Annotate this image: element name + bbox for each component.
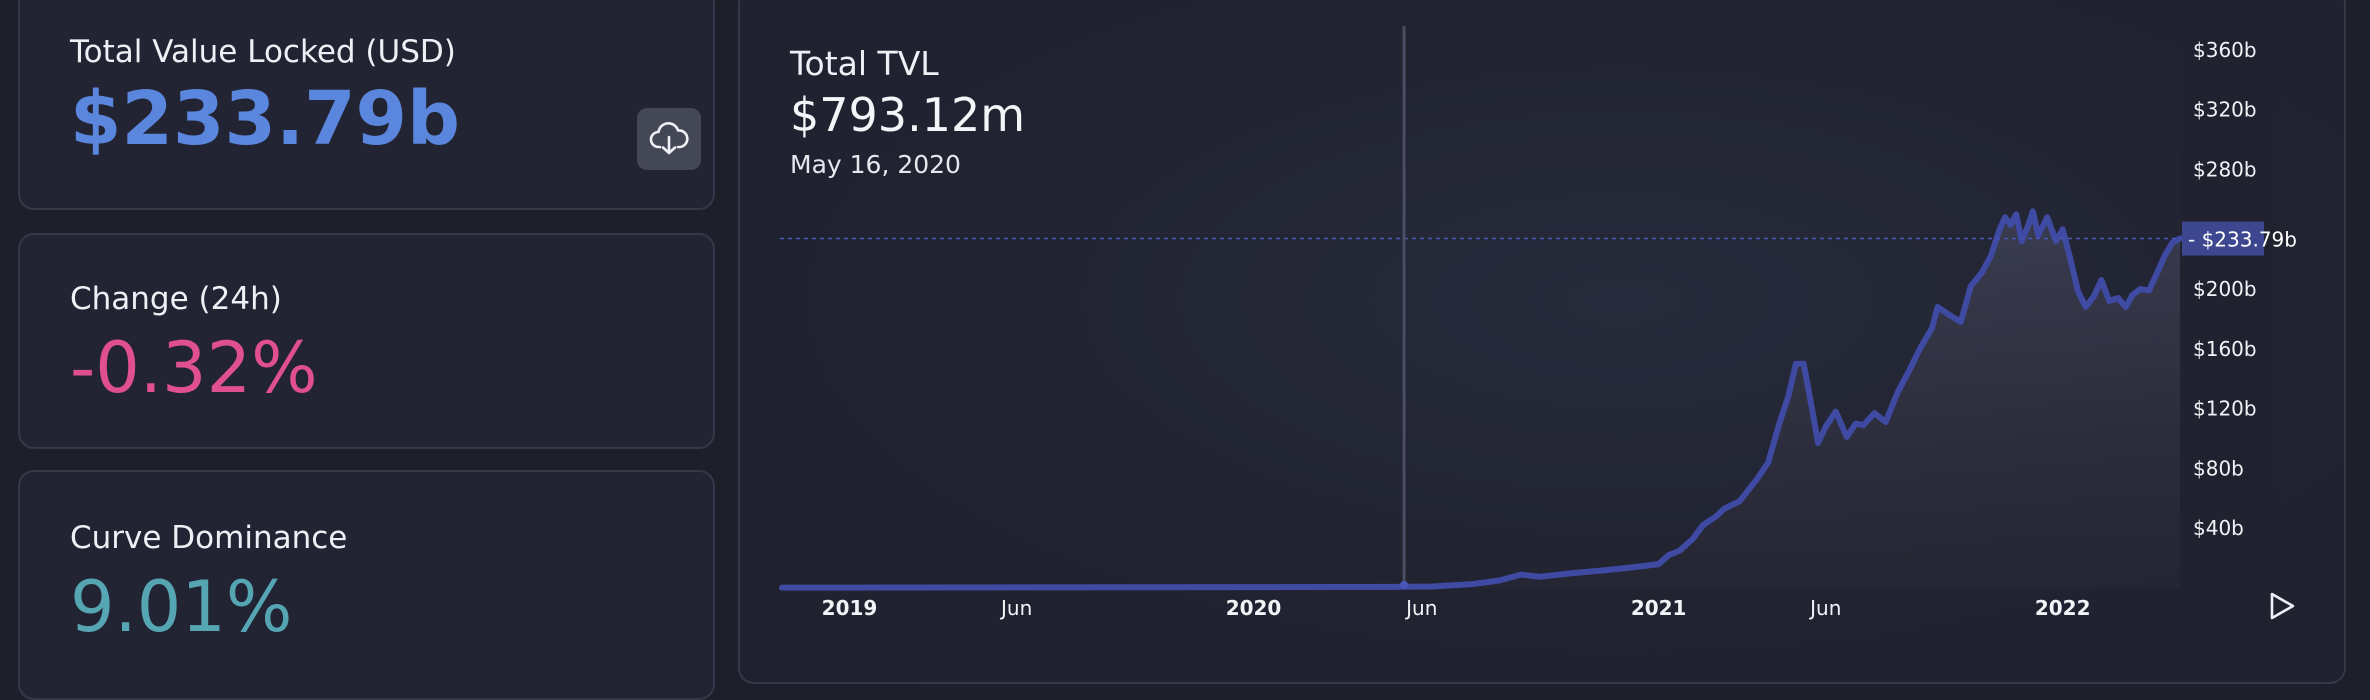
x-tick-label: 2019 — [822, 596, 878, 620]
current-value-label: - $233.79b — [2188, 228, 2297, 252]
x-tick-label: 2022 — [2035, 596, 2091, 620]
y-tick-label: $160b — [2193, 337, 2257, 361]
y-tick-label: $280b — [2193, 157, 2257, 181]
x-tick-label: Jun — [1404, 596, 1437, 620]
change-label: Change (24h) — [70, 281, 282, 317]
y-tick-label: $320b — [2193, 98, 2257, 122]
tvl-label: Total Value Locked (USD) — [70, 34, 456, 70]
x-tick-label: Jun — [1808, 596, 1841, 620]
chart-title: Total TVL — [790, 44, 939, 83]
x-tick-label: 2020 — [1226, 596, 1282, 620]
current-value-badge — [2182, 221, 2264, 256]
x-tick-label: Jun — [999, 596, 1032, 620]
tvl-area — [782, 211, 2180, 589]
tvl-card: Total Value Locked (USD) $233.79b — [18, 0, 715, 210]
dominance-value: 9.01% — [70, 566, 293, 648]
x-tick-label: 2021 — [1631, 596, 1687, 620]
y-tick-label: $120b — [2193, 397, 2257, 421]
chart-hover-value: $793.12m — [790, 88, 1026, 142]
cloud-download-icon — [649, 122, 689, 155]
tvl-series-line — [779, 208, 2183, 591]
tvl-value: $233.79b — [70, 76, 461, 162]
dominance-label: Curve Dominance — [70, 520, 348, 556]
tvl-chart[interactable]: - $233.79b $40b $80b $120b $160b $200b $280b $3… — [740, 0, 2348, 686]
y-tick-label: $200b — [2193, 277, 2257, 301]
play-icon[interactable] — [2267, 590, 2297, 622]
dominance-card: Curve Dominance 9.01% — [18, 470, 715, 700]
download-csv-button[interactable] — [637, 108, 701, 170]
y-tick-label: $80b — [2193, 456, 2244, 480]
y-tick-label: $360b — [2193, 38, 2257, 62]
change-value: -0.32% — [70, 327, 318, 409]
y-tick-label: $40b — [2193, 516, 2244, 540]
hover-point — [1400, 580, 1409, 589]
chart-hover-date: May 16, 2020 — [790, 150, 961, 179]
change-card: Change (24h) -0.32% — [18, 233, 715, 449]
y-axis-band — [2181, 18, 2277, 556]
tvl-chart-panel[interactable]: - $233.79b $40b $80b $120b $160b $200b $280b $3… — [738, 0, 2346, 684]
